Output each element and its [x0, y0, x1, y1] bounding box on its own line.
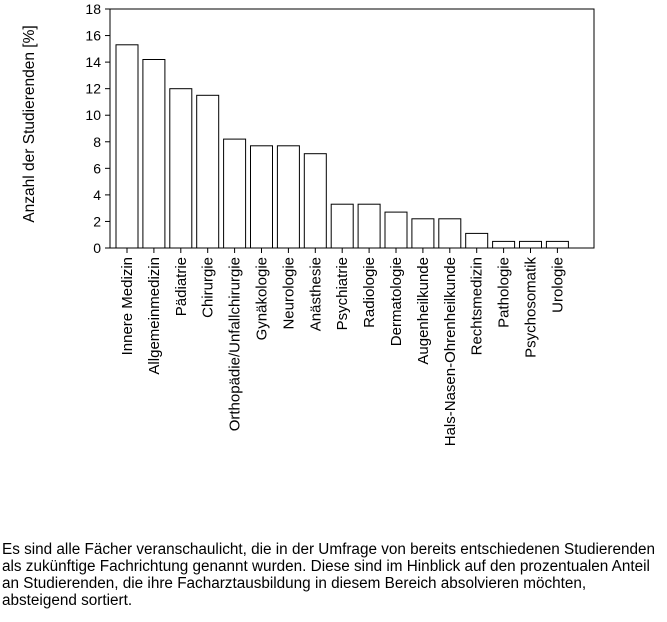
x-tick-label: Dermatologie	[388, 257, 405, 346]
bar	[438, 218, 462, 249]
bar	[276, 145, 300, 249]
figure-caption: Es sind alle Fächer veranschaulicht, die…	[2, 541, 656, 609]
bar	[115, 44, 139, 249]
bar	[250, 145, 273, 249]
x-tick-label: Gynäkologie	[254, 257, 271, 340]
bars	[115, 44, 569, 249]
x-tick-label: Augenheilkunde	[415, 257, 432, 365]
bar	[465, 232, 489, 249]
bar	[303, 153, 327, 249]
bar	[519, 240, 542, 249]
y-tick-label: 18	[85, 1, 101, 17]
y-tick-label: 8	[93, 134, 101, 150]
x-tick-label: Hals-Nasen-Ohrenheilkunde	[442, 257, 459, 446]
x-tick-label: Chirurgie	[200, 257, 217, 318]
bar	[545, 240, 569, 249]
x-tick-label: Anästhesie	[307, 257, 324, 331]
x-axis: Innere Medizin Allgemeinmedizin Pädiatrie C…	[119, 248, 566, 446]
bar-chart: 0 2 4 6 8 10 12 14 16 18 Innere Medizin Allgemeinm…	[21, 1, 595, 446]
bar	[196, 94, 220, 249]
y-axis-label: Anzahl der Studierenden [%]	[21, 25, 38, 222]
x-tick-label: Pathologie	[496, 257, 513, 328]
y-axis: 0 2 4 6 8 10 12 14 16 18	[85, 1, 110, 256]
y-tick-label: 12	[85, 81, 101, 97]
bar	[384, 211, 408, 249]
y-tick-label: 10	[85, 107, 101, 123]
bar	[169, 88, 193, 249]
y-tick-label: 16	[85, 28, 101, 44]
x-tick-label: Pädiatrie	[173, 257, 190, 316]
x-tick-label: Allgemeinmedizin	[146, 257, 163, 375]
x-tick-label: Innere Medizin	[119, 257, 136, 355]
x-tick-label: Psychosomatik	[523, 257, 540, 358]
x-tick-label: Urologie	[549, 257, 566, 313]
y-tick-label: 4	[93, 187, 101, 203]
bar	[223, 138, 247, 249]
x-tick-label: Rechtsmedizin	[469, 257, 486, 355]
bar	[492, 240, 516, 249]
y-tick-label: 2	[93, 213, 101, 229]
x-tick-label: Orthopädie/Unfallchirurgie	[227, 257, 244, 431]
plot-frame	[109, 8, 595, 249]
y-tick-label: 0	[93, 240, 101, 256]
x-tick-label: Psychiatrie	[334, 257, 351, 330]
y-tick-label: 6	[93, 160, 101, 176]
x-tick-label: Radiologie	[361, 257, 378, 328]
bar	[357, 203, 381, 249]
y-tick-label: 14	[85, 54, 101, 70]
bar	[330, 203, 354, 249]
bar	[411, 218, 435, 249]
bar	[142, 59, 166, 249]
x-tick-label: Neurologie	[280, 257, 297, 330]
